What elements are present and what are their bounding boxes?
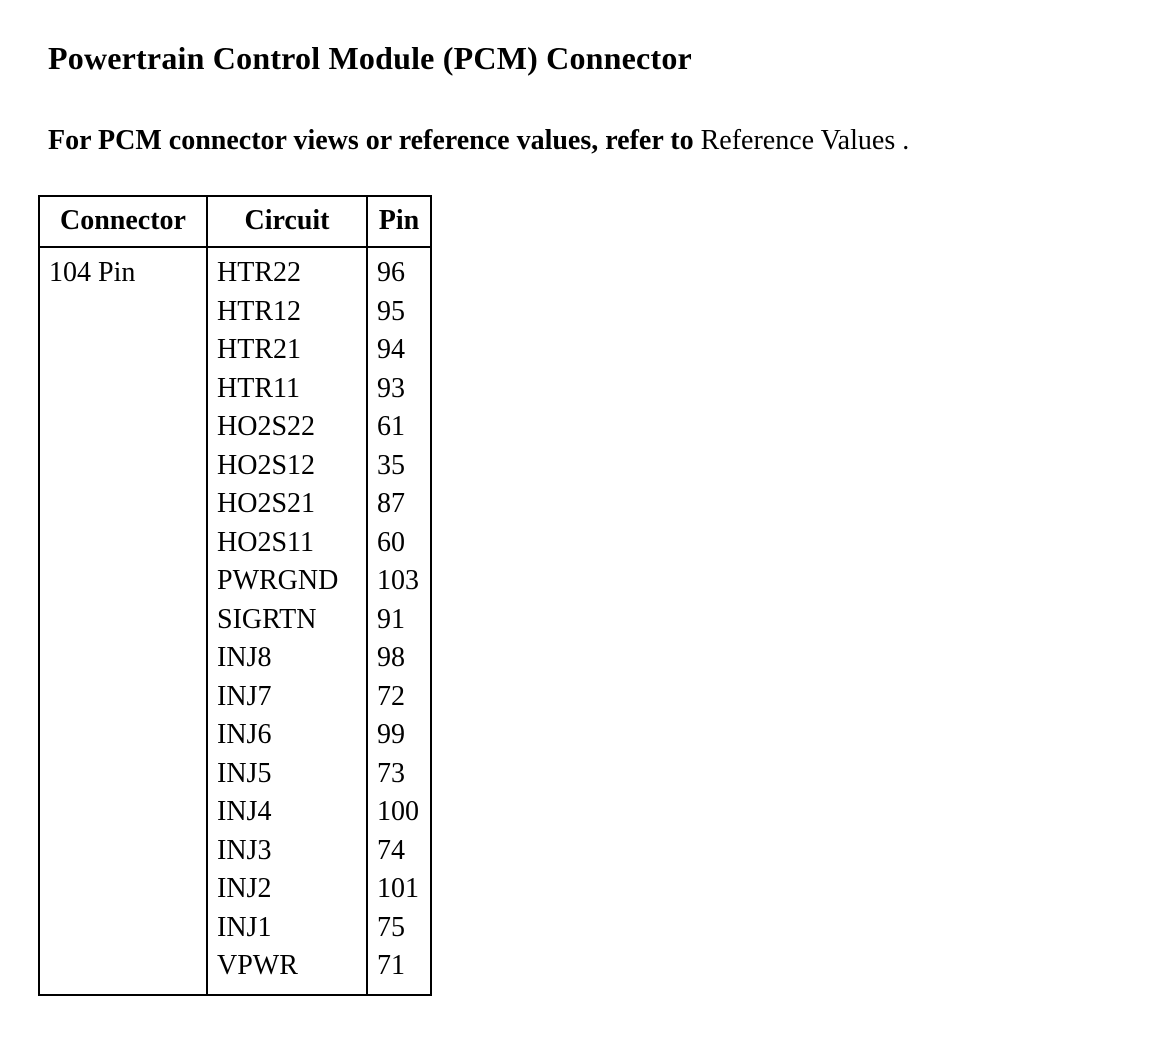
circuit-entry: HTR21	[217, 334, 301, 365]
circuit-entry: INJ7	[217, 680, 272, 712]
connector-cell: 104 Pin	[38, 246, 208, 996]
pin-entry: 98	[377, 642, 405, 673]
pin-entry: 91	[377, 603, 405, 635]
circuit-entry: HO2S22	[217, 411, 316, 442]
pin-entry: 72	[377, 680, 405, 712]
circuit-entry: HO2S21	[217, 488, 316, 519]
circuit-entry: INJ2	[217, 873, 272, 904]
circuit-entry: HTR22	[217, 257, 301, 288]
pin-entry: 95	[377, 295, 405, 327]
circuit-entry: SIGRTN	[217, 603, 317, 635]
circuit-cell: HTR22 HTR12 HTR21 HTR11 HO2S22 HO2S12 HO2S21 HO…	[206, 246, 368, 996]
pin-entry: 96	[377, 257, 405, 288]
pin-entry: 73	[377, 757, 405, 789]
pin-cell: 96 95 94 93 61 35 87 60 103 91 98 72 99 73 100 74 101 75 7…	[366, 246, 432, 996]
circuit-entry: INJ6	[217, 719, 272, 750]
pin-entry: 100	[377, 796, 419, 827]
pin-entry: 101	[377, 873, 419, 904]
circuit-entry: INJ1	[217, 911, 272, 943]
pin-entry: 71	[377, 950, 405, 981]
col-header-circuit: Circuit	[206, 195, 368, 248]
intro-period: .	[902, 125, 910, 156]
pin-entry: 103	[377, 565, 419, 596]
col-header-connector: Connector	[38, 195, 208, 248]
pin-entry: 87	[377, 488, 405, 519]
table-header-row: Connector Circuit Pin	[38, 195, 432, 248]
pin-entry: 75	[377, 911, 405, 943]
circuit-entry: HO2S12	[217, 449, 316, 481]
page-title: Powertrain Control Module (PCM) Connecto…	[48, 40, 692, 76]
circuit-entry: INJ8	[217, 642, 272, 673]
circuit-entry: INJ5	[217, 757, 272, 789]
circuit-entry: PWRGND	[217, 565, 339, 596]
circuit-entry: INJ4	[217, 796, 272, 827]
table-row: 104 Pin HTR22 HTR12 HTR21 HTR11 HO2S22 HO2S12…	[38, 246, 432, 996]
reference-values-link[interactable]: Reference Values	[700, 125, 896, 156]
circuit-entry: INJ3	[217, 834, 272, 866]
col-header-pin: Pin	[366, 195, 432, 248]
circuit-entry: HTR12	[217, 295, 301, 327]
pin-entry: 94	[377, 334, 405, 365]
intro-bold-text: For PCM connector views or reference val…	[48, 125, 694, 156]
circuit-entry: VPWR	[217, 950, 298, 981]
circuit-entry: HTR11	[217, 372, 300, 404]
pin-entry: 60	[377, 526, 405, 558]
pin-entry: 74	[377, 834, 405, 866]
pin-entry: 35	[377, 449, 405, 481]
pin-entry: 61	[377, 411, 405, 442]
pin-entry: 99	[377, 719, 405, 750]
pin-entry: 93	[377, 372, 405, 404]
circuit-entry: HO2S11	[217, 526, 314, 558]
pcm-connector-table: Connector Circuit Pin 104 Pin HTR22 HTR12…	[38, 195, 432, 996]
intro-text: For PCM connector views or reference val…	[48, 125, 1152, 157]
